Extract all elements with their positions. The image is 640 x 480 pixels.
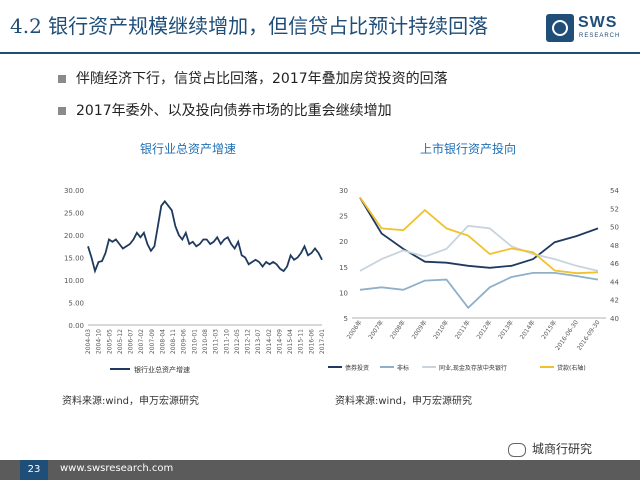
x-tick-label: 2016-06 <box>308 329 315 354</box>
y-tick-label: 5.00 <box>68 300 84 308</box>
series-line <box>359 196 599 275</box>
y-tick-label: 5 <box>344 315 348 323</box>
y-tick-label: 20 <box>339 238 348 246</box>
legend-label: 银行业总资产增速 <box>134 365 190 374</box>
y-tick-label: 30 <box>339 187 348 195</box>
y-tick-label: 25.00 <box>64 210 84 218</box>
chart2-title: 上市银行资产投向 <box>420 142 517 156</box>
series-line <box>87 199 323 274</box>
x-tick-label: 2005-05 <box>106 329 113 354</box>
y-tick-label: 15.00 <box>64 255 84 263</box>
series-line <box>359 197 599 269</box>
bullet-square-icon <box>58 75 66 83</box>
legend-label: 债券投资 <box>345 364 369 372</box>
y-tick-label: 25 <box>339 213 348 221</box>
x-tick-label: 2014-09 <box>276 329 283 354</box>
x-tick-label: 2015年 <box>540 319 559 341</box>
y2-tick-label: 42 <box>610 297 619 305</box>
x-tick-label: 2004-10 <box>96 329 103 354</box>
x-tick-label: 2006-07 <box>128 329 135 354</box>
x-tick-label: 2007-09 <box>149 329 156 354</box>
x-tick-label: 2017-01 <box>319 329 326 354</box>
footer-bar: 23 www.swsresearch.com <box>0 460 640 480</box>
x-tick-label: 2014-02 <box>266 329 273 354</box>
series-line <box>359 272 599 310</box>
y2-tick-label: 46 <box>610 260 619 268</box>
y2-tick-label: 52 <box>610 205 619 213</box>
x-tick-label: 2015-11 <box>298 329 305 354</box>
y2-tick-label: 40 <box>610 315 619 323</box>
bullet-square-icon <box>58 107 66 115</box>
legend-label: 贷款(右轴) <box>557 364 586 372</box>
x-tick-label: 2012-05 <box>234 329 241 354</box>
legend-label: 非标 <box>397 364 409 372</box>
source-note: 资料来源:wind，申万宏源研究 <box>62 396 200 407</box>
x-tick-label: 2014年 <box>518 319 537 341</box>
bullet-item: 伴随经济下行，信贷占比回落，2017年叠加房贷投资的回落 <box>58 68 448 88</box>
x-tick-label: 2005-12 <box>117 329 124 354</box>
x-tick-label: 2009-06 <box>181 329 188 354</box>
x-tick-label: 2008年 <box>388 319 407 341</box>
watermark: 城商行研究 <box>508 440 592 457</box>
y-tick-label: 10 <box>339 289 348 297</box>
logo-name: SWS <box>578 14 618 31</box>
bullet-text: 2017年委外、以及投向债券市场的比重会继续增加 <box>76 103 392 119</box>
source-note: 资料来源:wind，申万宏源研究 <box>335 396 473 407</box>
bullet-text: 伴随经济下行，信贷占比回落，2017年叠加房贷投资的回落 <box>76 71 448 87</box>
asset-growth-chart: 0.00 5.00 10.00 15.00 20.00 25.00 30.00 2004-03… <box>64 187 326 374</box>
y-tick-label: 10.00 <box>64 277 84 285</box>
x-tick-label: 2011年 <box>453 319 472 341</box>
legend-label: 同业,现金及存放中央银行 <box>439 364 507 372</box>
x-tick-label: 2013-07 <box>255 329 262 354</box>
x-tick-label: 2011-10 <box>223 329 230 354</box>
y-tick-label: 30.00 <box>64 187 84 195</box>
page-number: 23 <box>20 460 48 480</box>
x-tick-label: 2009年 <box>410 319 429 341</box>
x-tick-label: 2010-01 <box>191 329 198 354</box>
x-tick-label: 2008-11 <box>170 329 177 354</box>
page-title: 4.2 银行资产规模继续增加，但信贷占比预计持续回落 <box>10 14 489 38</box>
x-tick-label: 2015-04 <box>287 329 294 354</box>
y-tick-label: 0.00 <box>68 322 84 330</box>
x-tick-label: 2010年 <box>431 319 450 341</box>
sws-logo: SWS RESEARCH <box>546 14 622 46</box>
y-tick-label: 20.00 <box>64 232 84 240</box>
x-tick-label: 2016-09-30 <box>576 319 602 352</box>
x-tick-label: 2011-03 <box>213 329 220 354</box>
y2-tick-label: 50 <box>610 224 619 232</box>
x-tick-label: 2010-08 <box>202 329 209 354</box>
series-line <box>359 224 599 272</box>
sws-logo-icon <box>546 14 574 42</box>
x-tick-label: 2013年 <box>496 319 515 341</box>
chart1-title: 银行业总资产增速 <box>140 142 237 156</box>
bullet-item: 2017年委外、以及投向债券市场的比重会继续增加 <box>58 100 392 120</box>
watermark-text: 城商行研究 <box>532 442 593 456</box>
x-tick-label: 2012年 <box>475 319 494 341</box>
y2-tick-label: 44 <box>610 278 619 286</box>
logo-sub: RESEARCH <box>579 33 621 39</box>
header-rule <box>0 52 640 54</box>
x-tick-label: 2007-02 <box>138 329 145 354</box>
x-tick-label: 2007年 <box>367 319 386 341</box>
x-tick-label: 2004-03 <box>85 329 92 354</box>
y-tick-label: 15 <box>339 264 348 272</box>
wechat-icon <box>508 442 526 457</box>
footer-url: www.swsresearch.com <box>60 463 174 474</box>
y2-tick-label: 48 <box>610 242 619 250</box>
x-tick-label: 2012-12 <box>245 329 252 354</box>
x-tick-label: 2008-04 <box>159 329 166 354</box>
y2-tick-label: 54 <box>610 187 619 195</box>
